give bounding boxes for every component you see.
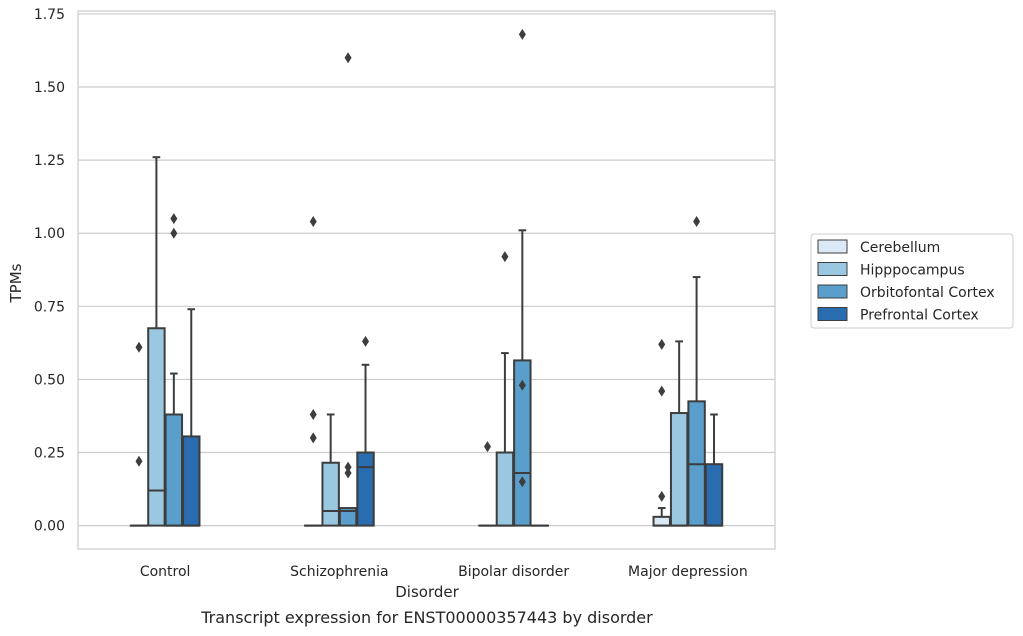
- legend-label: Prefrontal Cortex: [860, 308, 979, 324]
- box-body: [182, 435, 201, 527]
- outlier-point: [309, 216, 317, 228]
- box-2-2: [513, 28, 532, 527]
- x-tick-label: Bipolar disorder: [458, 564, 569, 580]
- box-1-1: [321, 413, 340, 527]
- legend-label: Hipppocampus: [860, 263, 965, 279]
- y-tick-label: 0.00: [34, 519, 65, 535]
- box-0-2: [164, 213, 184, 527]
- x-axis-label: Disorder: [395, 583, 459, 601]
- box-body: [356, 451, 375, 527]
- box-body: [669, 412, 689, 527]
- box-2-1: [495, 251, 515, 527]
- legend-label: Orbitofontal Cortex: [860, 285, 995, 301]
- box-0-0: [129, 341, 149, 527]
- y-tick-label: 1.25: [34, 153, 65, 169]
- box-1-2: [338, 52, 358, 527]
- box-body: [495, 451, 515, 527]
- outlier-point: [501, 251, 509, 263]
- y-tick-label: 0.25: [34, 446, 65, 462]
- y-tick-label: 1.50: [34, 80, 65, 96]
- outlier-point: [362, 335, 370, 347]
- x-tick-labels: Control Schizophrenia Bipolar disorder Majo…: [140, 564, 748, 580]
- box-3-2: [687, 216, 706, 527]
- box-1-3: [356, 335, 375, 527]
- y-tick-label: 1.00: [34, 226, 65, 242]
- legend-swatch: [817, 239, 848, 254]
- legend-swatch: [817, 284, 848, 299]
- outlier-point: [344, 467, 352, 479]
- box-3-3: [704, 413, 724, 527]
- legend-label: Cerebellum: [860, 240, 940, 256]
- outlier-point: [693, 216, 701, 228]
- box-1-0: [304, 216, 323, 527]
- box-3-0: [652, 338, 671, 527]
- box-body: [513, 359, 532, 527]
- x-tick-label: Control: [140, 564, 191, 580]
- box-body: [704, 463, 724, 527]
- outlier-point: [658, 385, 666, 397]
- box-body: [321, 461, 340, 527]
- boxes-layer: [129, 28, 724, 527]
- outlier-point: [135, 455, 143, 467]
- box-2-0: [478, 441, 497, 527]
- legend: Cerebellum Hipppocampus Orbitofontal Corte…: [810, 233, 1014, 329]
- outlier-point: [309, 409, 317, 420]
- box-body: [652, 515, 671, 527]
- box-body: [147, 327, 166, 527]
- chart-caption: Transcript expression for ENST0000035744…: [200, 608, 653, 627]
- x-tick-label: Schizophrenia: [290, 564, 388, 580]
- outlier-point: [344, 461, 352, 473]
- outlier-point: [518, 476, 526, 488]
- y-tick-label: 0.75: [34, 299, 65, 315]
- outlier-point: [518, 28, 526, 40]
- outlier-point: [518, 379, 526, 391]
- box-0-3: [182, 308, 201, 527]
- box-body: [164, 413, 184, 527]
- plot-frame: [77, 10, 776, 550]
- y-tick-label: 0.50: [34, 372, 65, 388]
- outlier-point: [483, 441, 491, 453]
- x-tick-label: Major depression: [628, 564, 748, 580]
- legend-frame: [810, 233, 1014, 329]
- outlier-point: [309, 432, 317, 444]
- outlier-point: [658, 490, 666, 502]
- box-3-1: [669, 340, 689, 527]
- y-tick-labels: 0.00 0.25 0.50 0.75 1.00 1.25 1.50 1.75: [34, 7, 65, 535]
- outlier-point: [170, 227, 178, 239]
- y-axis-label: TPMs: [7, 263, 25, 303]
- outlier-point: [135, 341, 143, 353]
- y-tick-label: 1.75: [34, 7, 65, 23]
- outlier-point: [658, 338, 666, 350]
- outlier-point: [170, 213, 178, 225]
- legend-swatch: [817, 262, 848, 276]
- legend-swatch: [817, 307, 848, 321]
- outlier-point: [344, 52, 352, 64]
